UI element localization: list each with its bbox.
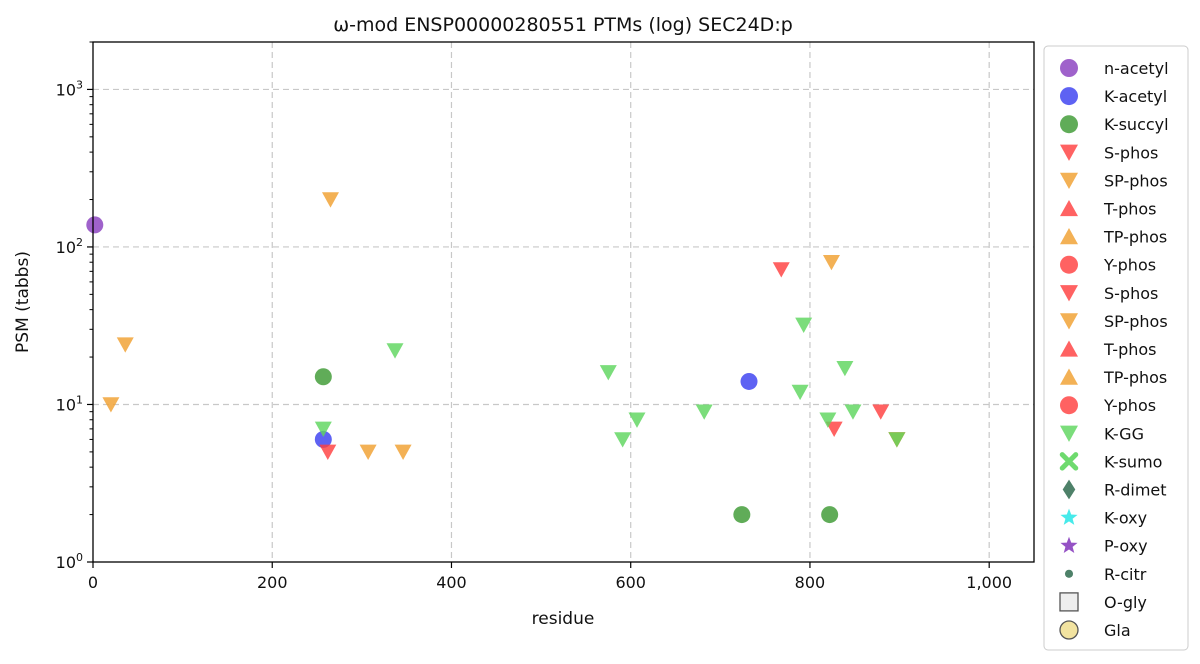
data-point-K-succyl xyxy=(821,506,839,524)
y-tick-label: 102 xyxy=(56,236,83,257)
legend-label: T-phos xyxy=(1103,340,1157,359)
data-point-S-phos xyxy=(825,421,843,437)
legend-label: S-phos xyxy=(1104,143,1158,162)
legend-label: K-acetyl xyxy=(1104,87,1167,106)
legend-label: O-gly xyxy=(1104,593,1147,612)
data-point-SP-phos xyxy=(102,397,120,413)
legend-marker-Y-phos xyxy=(1060,255,1078,274)
legend-label: TP-phos xyxy=(1103,368,1167,387)
data-point-K-GG xyxy=(836,360,854,377)
data-point-K-succyl xyxy=(733,506,751,524)
data-point-K-GG xyxy=(599,365,617,381)
plot-area-frame xyxy=(92,41,1035,563)
data-point-K-GG xyxy=(791,384,809,401)
legend-marker-S-phos xyxy=(1060,285,1078,302)
data-point-S-phos xyxy=(872,404,890,420)
legend-items: n-acetyl K-acetyl K-succyl S-phos SP-phos T-p… xyxy=(1059,59,1169,640)
legend-label: R-citr xyxy=(1104,565,1147,584)
data-point-K-acetyl xyxy=(740,372,758,390)
y-tick-label: 100 xyxy=(56,551,83,572)
legend-marker-R-citr xyxy=(1064,569,1074,578)
legend-marker-K-sumo xyxy=(1059,452,1079,471)
x-tick-label: 200 xyxy=(257,573,288,592)
data-point-K-GG xyxy=(614,432,632,448)
legend-marker-TP-phos xyxy=(1060,228,1078,245)
x-tick-label: 0 xyxy=(88,573,98,592)
legend-frame xyxy=(1043,45,1189,651)
data-point-K-GG xyxy=(844,404,862,420)
legend-marker-SP-phos xyxy=(1060,172,1078,189)
data-point-S-phos xyxy=(319,444,337,460)
legend-marker-Gla xyxy=(1059,620,1079,640)
legend-label: K-GG xyxy=(1104,424,1144,443)
y-tick-label: 101 xyxy=(56,393,83,414)
data-point-n-acetyl xyxy=(86,216,104,234)
legend-label: Y-phos xyxy=(1103,256,1156,275)
chart-title: ω-mod ENSP00000280551 PTMs (log) SEC24D:… xyxy=(333,14,793,36)
legend-label: TP-phos xyxy=(1103,228,1167,247)
data-point-SP-phos xyxy=(321,192,339,208)
x-axis: 0 200 400 600 800 1,000 xyxy=(88,562,1012,592)
legend-marker-TP-phos xyxy=(1060,368,1078,385)
legend-label: T-phos xyxy=(1103,200,1157,219)
data-point-K-GG xyxy=(695,404,713,420)
legend-marker-P-oxy xyxy=(1060,536,1078,553)
legend-marker-n-acetyl xyxy=(1060,59,1078,77)
data-point-K-GG xyxy=(628,412,646,428)
data-point-SP-phos xyxy=(359,444,377,460)
legend-label: K-sumo xyxy=(1104,452,1162,471)
data-points xyxy=(86,192,906,524)
legend-marker-T-phos xyxy=(1060,340,1078,357)
legend: n-acetyl K-acetyl K-succyl S-phos SP-phos T-p… xyxy=(1043,45,1189,651)
legend-marker-K-acetyl xyxy=(1060,87,1078,106)
data-point-K-GG xyxy=(888,432,906,448)
legend-marker-K-GG xyxy=(1060,425,1078,442)
x-axis-label: residue xyxy=(532,609,595,629)
legend-marker-SP-phos xyxy=(1060,313,1078,330)
legend-label: SP-phos xyxy=(1104,171,1168,190)
data-point-K-GG xyxy=(819,412,837,428)
data-point-K-succyl xyxy=(314,368,332,386)
legend-marker-R-dimet xyxy=(1062,479,1076,500)
data-point-S-phos xyxy=(772,262,790,278)
x-tick-label: 1,000 xyxy=(966,573,1012,592)
legend-label: n-acetyl xyxy=(1104,59,1169,78)
grid-lines xyxy=(93,42,1034,562)
legend-marker-K-succyl xyxy=(1060,115,1078,134)
data-point-K-GG xyxy=(386,343,404,359)
legend-label: K-oxy xyxy=(1104,509,1147,528)
data-point-K-GG xyxy=(795,317,813,333)
legend-marker-S-phos xyxy=(1060,144,1078,161)
legend-marker-O-gly xyxy=(1059,592,1079,612)
data-point-SP-phos xyxy=(822,254,840,271)
x-tick-label: 800 xyxy=(795,573,826,592)
legend-label: SP-phos xyxy=(1104,312,1168,331)
x-tick-label: 400 xyxy=(436,573,467,592)
legend-marker-Y-phos xyxy=(1060,396,1078,415)
legend-label: Y-phos xyxy=(1103,396,1156,415)
x-tick-label: 600 xyxy=(615,573,646,592)
data-point-SP-phos xyxy=(116,337,134,353)
legend-label: K-succyl xyxy=(1104,115,1169,134)
legend-label: P-oxy xyxy=(1104,537,1148,556)
legend-marker-K-oxy xyxy=(1060,508,1078,525)
data-point-K-GG xyxy=(314,421,332,437)
y-tick-label: 103 xyxy=(56,78,83,99)
y-axis: 100 101 102 103 xyxy=(56,41,93,572)
data-point-K-acetyl xyxy=(314,430,332,448)
y-axis-label: PSM (tabbs) xyxy=(13,251,33,353)
legend-label: Gla xyxy=(1104,621,1131,640)
legend-label: R-dimet xyxy=(1104,481,1167,500)
data-point-SP-phos xyxy=(394,444,412,460)
legend-label: S-phos xyxy=(1104,284,1158,303)
legend-marker-T-phos xyxy=(1060,199,1078,217)
